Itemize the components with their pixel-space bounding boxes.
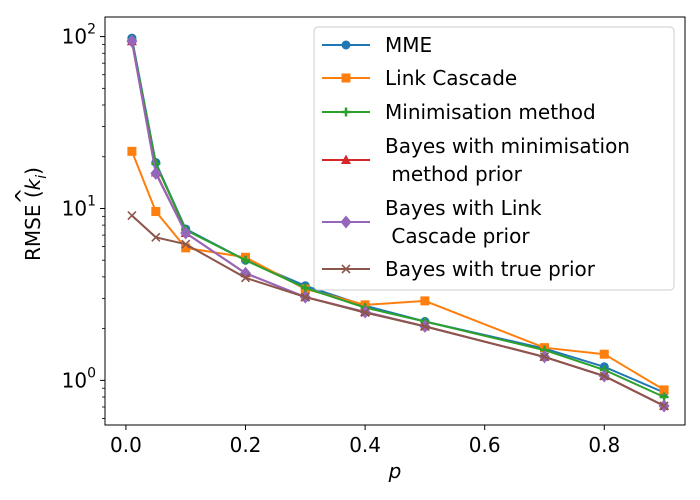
legend-entry-1: Link Cascade	[322, 66, 517, 90]
data-point	[127, 146, 137, 156]
x-tick-label: 0.6	[469, 433, 501, 457]
legend-entry-5: Bayes with true prior	[322, 257, 596, 281]
legend-label-line: Link Cascade	[385, 66, 517, 90]
data-point	[180, 226, 192, 240]
marker-x-b	[539, 352, 550, 362]
series-5	[127, 210, 669, 411]
legend-marker	[341, 154, 351, 164]
axes-frame	[104, 16, 686, 426]
series-line	[130, 39, 665, 398]
y-axis-title: RMSE (ki)	[21, 167, 50, 261]
legend-label-line: method prior	[385, 162, 523, 186]
legend-label-line: Bayes with Link	[385, 196, 542, 220]
legend-label-line: Cascade prior	[385, 224, 530, 248]
y-tick-label: 100	[62, 365, 96, 392]
data-point	[659, 385, 669, 395]
data-point	[240, 273, 251, 283]
legend-label-line: Bayes with minimisation	[385, 134, 630, 158]
legend-marker	[340, 215, 352, 229]
x-tick-label: 0.4	[349, 433, 381, 457]
y-tick-exp: 1	[87, 193, 96, 209]
data-point	[151, 232, 161, 242]
legend-entry-2: Minimisation method	[322, 100, 596, 124]
x-tick-label: 0.0	[110, 433, 142, 457]
legend-label-line: Minimisation method	[385, 100, 596, 124]
marker-x-b	[300, 292, 310, 302]
data-point	[420, 321, 430, 331]
data-point	[599, 371, 609, 381]
data-point	[181, 243, 191, 253]
legend-frame	[313, 26, 675, 291]
data-point	[127, 210, 137, 221]
data-point	[300, 292, 310, 302]
series-layer	[126, 33, 670, 413]
legend-entry-4: Bayes with Link Cascade prior	[322, 196, 542, 248]
legend-label: Link Cascade	[385, 66, 517, 90]
legend-marker	[341, 73, 351, 83]
x-tick-label: 0.2	[230, 433, 262, 457]
legend-entry-3: Bayes with minimisation method prior	[322, 134, 630, 186]
y-tick-exp: 0	[87, 365, 96, 381]
data-point	[151, 207, 161, 217]
data-point	[241, 255, 251, 265]
marker-x-b	[360, 308, 370, 318]
marker-x-b	[659, 401, 669, 411]
data-point	[151, 159, 161, 169]
data-point	[599, 349, 609, 359]
y-tick-base: 10	[62, 196, 87, 220]
y-tick-label: 101	[62, 193, 96, 220]
marker-x-b	[151, 232, 161, 242]
marker-x-b	[181, 239, 191, 249]
x-axis-title: p	[388, 459, 402, 483]
marker-x-b	[240, 273, 251, 283]
data-point	[181, 239, 191, 249]
legend-marker	[341, 40, 351, 50]
data-point	[659, 401, 669, 411]
legend-label-line: MME	[385, 33, 432, 57]
series-line	[131, 214, 665, 407]
legend-marker	[341, 107, 351, 117]
legend-label-line: Bayes with true prior	[385, 257, 596, 281]
data-point	[360, 308, 370, 318]
y-tick-exp: 2	[87, 22, 96, 38]
y-axis-title-k: k	[21, 177, 45, 190]
y-axis-title-prefix: RMSE (	[21, 190, 45, 261]
legend-label: MME	[385, 33, 432, 57]
marker-x-b	[341, 264, 351, 274]
legend-label: Bayes with Link Cascade prior	[385, 196, 542, 248]
legend: MME Link Cascade Minimisation method Bayes …	[313, 26, 675, 291]
x-tick-label: 0.8	[588, 433, 620, 457]
y-tick-label: 102	[62, 22, 96, 49]
marker-x-b	[127, 210, 137, 221]
y-tick-base: 10	[62, 25, 87, 49]
marker-x-b	[599, 371, 609, 381]
data-point	[539, 352, 550, 362]
legend-marker	[341, 264, 351, 274]
data-point	[150, 166, 162, 180]
legend-label: Minimisation method	[385, 100, 596, 124]
y-axis-title-sub: i	[34, 175, 50, 179]
data-point	[126, 34, 138, 48]
legend-label: Bayes with true prior	[385, 257, 596, 281]
marker-x-b	[420, 321, 430, 331]
y-axis-title-suffix: )	[21, 167, 45, 175]
data-point	[420, 296, 430, 306]
y-axis-title-hat: ^	[11, 188, 35, 205]
y-tick-base: 10	[62, 368, 87, 392]
legend-label: Bayes with minimisation method prior	[385, 134, 630, 186]
legend-entry-0: MME	[322, 33, 432, 57]
